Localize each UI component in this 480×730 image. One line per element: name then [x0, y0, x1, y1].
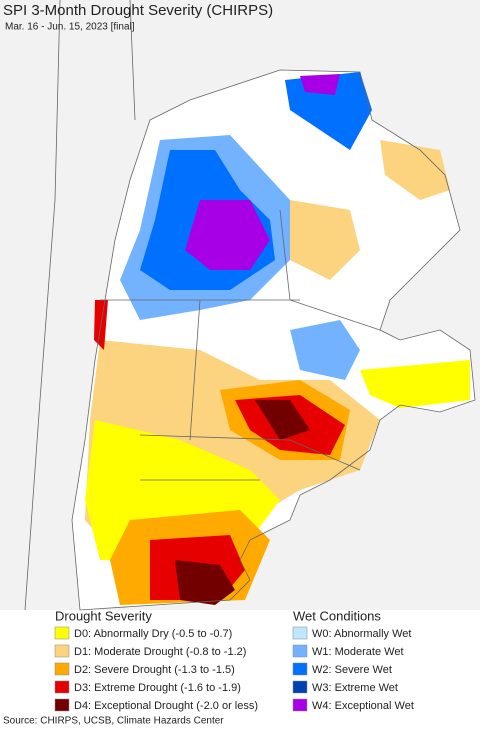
drought-area — [255, 400, 310, 440]
legend-label: D3: Extreme Drought (-1.6 to -1.9) — [74, 682, 241, 694]
map — [0, 0, 480, 611]
legend-label: W4: Exceptional Wet — [312, 700, 414, 712]
legend-label: W3: Extreme Wet — [312, 682, 398, 694]
legend-label: D4: Exceptional Drought (-2.0 or less) — [74, 700, 258, 712]
legend-swatch — [292, 644, 308, 658]
drought-area — [380, 140, 450, 200]
subtitle: Mar. 16 - Jun. 15, 2023 [final] — [5, 22, 135, 33]
legend-label: D1: Moderate Drought (-0.8 to -1.2) — [74, 646, 246, 658]
wet-area — [300, 74, 340, 95]
legend-swatch — [54, 626, 70, 640]
legend-swatch — [54, 698, 70, 712]
legend-swatch — [54, 662, 70, 676]
legend-label: W2: Severe Wet — [312, 664, 392, 676]
legend-swatch — [292, 662, 308, 676]
legend-swatch — [292, 698, 308, 712]
drought-area — [360, 360, 470, 408]
legend-swatch — [54, 644, 70, 658]
drought-area — [175, 560, 235, 605]
border — [71, 69, 476, 611]
legend-label: W0: Abnormally Wet — [312, 628, 411, 640]
wet-area — [185, 200, 270, 270]
legend-swatch — [54, 680, 70, 694]
drought-area — [290, 200, 360, 280]
border — [24, 0, 381, 611]
legend-title: Wet Conditions — [293, 608, 381, 623]
legend-swatch — [292, 626, 308, 640]
legend: Drought Severity Wet Conditions D0: Abno… — [54, 608, 414, 712]
title: SPI 3-Month Drought Severity (CHIRPS) — [3, 2, 273, 19]
legend-title: Drought Severity — [55, 608, 152, 623]
source: Source: CHIRPS, UCSB, Climate Hazards Ce… — [3, 716, 224, 727]
legend-label: D0: Abnormally Dry (-0.5 to -0.7) — [74, 628, 232, 640]
legend-label: W1: Moderate Wet — [312, 646, 404, 658]
wet-area — [290, 320, 360, 380]
legend-label: D2: Severe Drought (-1.3 to -1.5) — [74, 664, 235, 676]
legend-swatch — [292, 680, 308, 694]
